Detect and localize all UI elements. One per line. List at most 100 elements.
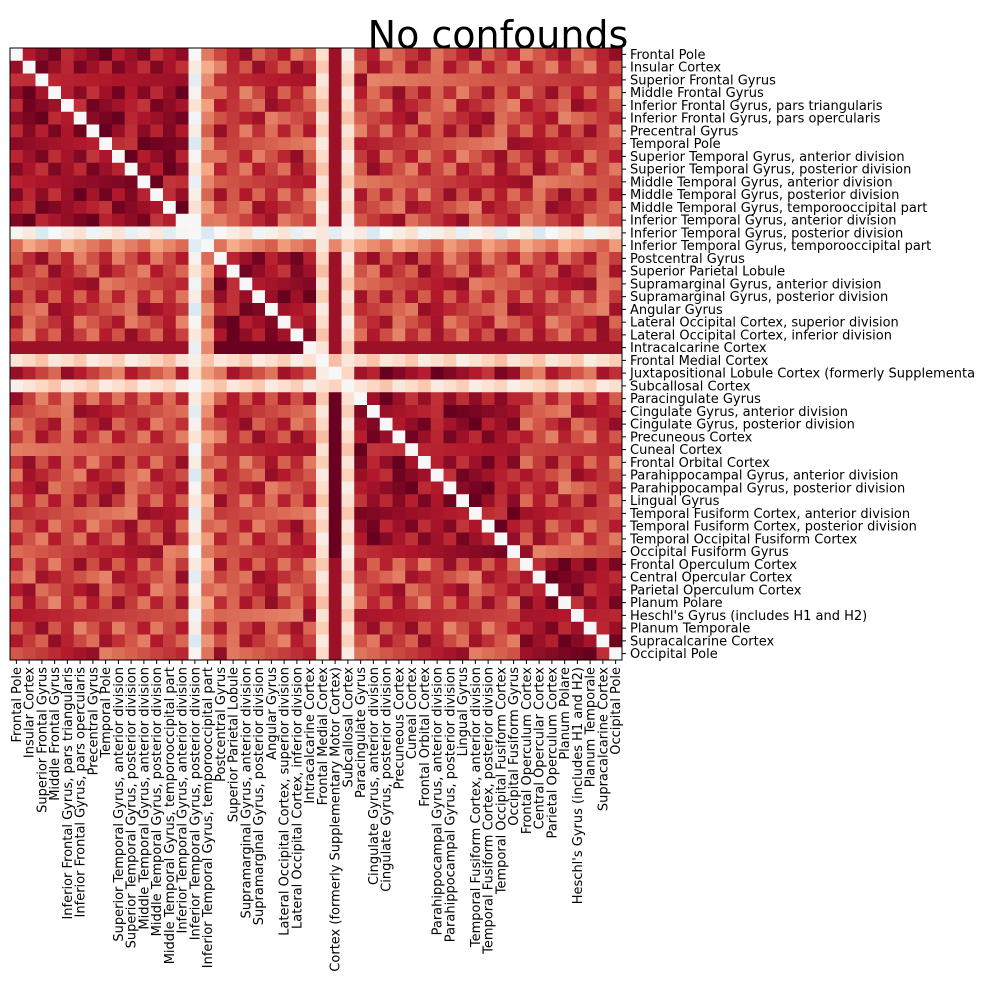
heatmap-cell: [392, 532, 406, 546]
heatmap-cell: [558, 494, 572, 508]
heatmap-cell: [418, 379, 432, 393]
heatmap-cell: [443, 405, 457, 419]
heatmap-cell: [558, 162, 572, 176]
heatmap-cell: [494, 290, 508, 304]
heatmap-cell: [609, 99, 623, 113]
heatmap-cell: [201, 303, 215, 317]
heatmap-cell: [61, 366, 75, 380]
heatmap-cell: [456, 366, 470, 380]
heatmap-cell: [545, 366, 559, 380]
heatmap-cell: [48, 341, 62, 355]
heatmap-cell: [596, 392, 610, 406]
heatmap-cell: [265, 213, 279, 227]
heatmap-cell: [392, 354, 406, 368]
heatmap-cell: [48, 303, 62, 317]
heatmap-cell: [456, 519, 470, 533]
heatmap-cell: [571, 239, 585, 253]
heatmap-cell: [112, 252, 126, 266]
heatmap-cell: [48, 315, 62, 329]
heatmap-cell: [418, 213, 432, 227]
heatmap-cell: [316, 430, 330, 444]
heatmap-cell: [379, 213, 393, 227]
heatmap-cell: [379, 456, 393, 470]
heatmap-cell: [456, 124, 470, 138]
heatmap-cell: [583, 366, 597, 380]
heatmap-cell: [405, 201, 419, 215]
heatmap-cell: [354, 188, 368, 202]
heatmap-cell: [61, 201, 75, 215]
heatmap-cell: [61, 392, 75, 406]
heatmap-cell: [583, 494, 597, 508]
heatmap-cell: [290, 481, 304, 495]
heatmap-cell: [430, 405, 444, 419]
heatmap-cell: [175, 162, 189, 176]
heatmap-cell: [35, 647, 49, 661]
heatmap-cell: [379, 596, 393, 610]
heatmap-cell: [341, 558, 355, 572]
heatmap-cell: [571, 430, 585, 444]
heatmap-cell: [277, 456, 291, 470]
heatmap-cell: [328, 252, 342, 266]
heatmap-cell: [469, 507, 483, 521]
heatmap-cell: [507, 354, 521, 368]
heatmap-cell: [494, 545, 508, 559]
heatmap-cell: [112, 315, 126, 329]
heatmap-cell: [201, 226, 215, 240]
heatmap-cell: [532, 162, 546, 176]
heatmap-cell: [456, 341, 470, 355]
y-tick-label: Lingual Gyrus: [630, 494, 720, 509]
heatmap-cell: [354, 647, 368, 661]
heatmap-cell: [175, 99, 189, 113]
heatmap-cell: [163, 481, 177, 495]
heatmap-cell: [545, 277, 559, 291]
heatmap-cell: [354, 213, 368, 227]
heatmap-cell: [10, 188, 24, 202]
heatmap-cell: [201, 558, 215, 572]
heatmap-cell: [35, 175, 49, 189]
heatmap-cell: [367, 48, 381, 62]
heatmap-cell: [558, 570, 572, 584]
heatmap-cell: [379, 621, 393, 635]
heatmap-cell: [290, 545, 304, 559]
heatmap-cell: [418, 175, 432, 189]
x-tick-label: Occipital Fusiform Gyrus: [507, 667, 522, 826]
heatmap-cell: [520, 239, 534, 253]
heatmap-cell: [137, 596, 151, 610]
heatmap-cell: [571, 175, 585, 189]
heatmap-cell: [22, 73, 36, 87]
heatmap-cell: [277, 634, 291, 648]
heatmap-cell: [265, 456, 279, 470]
heatmap-cell: [545, 315, 559, 329]
heatmap-cell: [303, 290, 317, 304]
heatmap-cell: [494, 647, 508, 661]
heatmap-cell: [379, 634, 393, 648]
heatmap-cell: [201, 647, 215, 661]
heatmap-cell: [392, 341, 406, 355]
heatmap-cell: [112, 73, 126, 87]
heatmap-cell: [354, 596, 368, 610]
heatmap-cell: [456, 481, 470, 495]
heatmap-cell: [405, 188, 419, 202]
heatmap-cell: [48, 328, 62, 342]
heatmap-cell: [163, 392, 177, 406]
heatmap-cell: [405, 634, 419, 648]
heatmap-cell: [112, 264, 126, 278]
heatmap-cell: [201, 239, 215, 253]
heatmap-cell: [469, 150, 483, 164]
heatmap-cell: [112, 634, 126, 648]
heatmap-cell: [226, 596, 240, 610]
heatmap-cell: [35, 621, 49, 635]
heatmap-cell: [290, 379, 304, 393]
heatmap-cell: [571, 99, 585, 113]
heatmap-cell: [201, 532, 215, 546]
heatmap-cell: [418, 124, 432, 138]
heatmap-cell: [73, 303, 87, 317]
heatmap-cell: [418, 430, 432, 444]
heatmap-cell: [48, 379, 62, 393]
heatmap-cell: [73, 264, 87, 278]
heatmap-cell: [367, 315, 381, 329]
heatmap-cell: [163, 99, 177, 113]
heatmap-cell: [137, 226, 151, 240]
heatmap-cell: [150, 99, 164, 113]
heatmap-cell: [48, 430, 62, 444]
